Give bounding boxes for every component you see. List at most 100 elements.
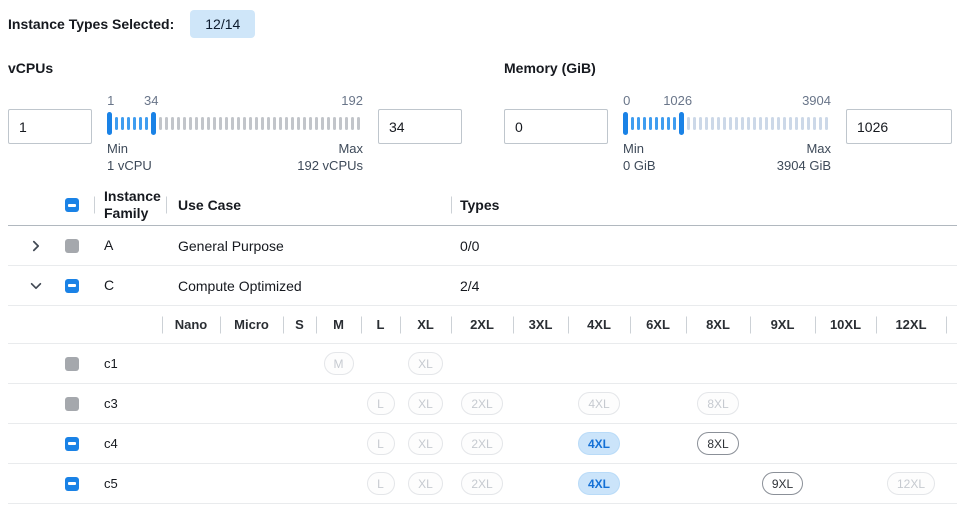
instance-checkbox-c3[interactable] [65,396,79,411]
size-pill-4xl[interactable]: 4XL [578,392,620,415]
size-column-header-m: M [316,306,361,343]
size-pill-xl[interactable]: XL [408,392,443,415]
size-pill-xl[interactable]: XL [408,472,443,495]
size-pill-8xl[interactable]: 8XL [697,432,739,455]
family-use-case: Compute Optimized [178,277,302,294]
size-pill-4xl[interactable]: 4XL [577,432,620,455]
size-column-header-2xl: 2XL [451,306,513,343]
slider-tick [643,116,646,130]
filters-section: vCPUs 1 34 192 Min 1 vCPU [8,60,957,174]
slider-tick [183,116,186,130]
vcpu-filter-title: vCPUs [8,60,54,76]
family-name: A [104,237,114,253]
column-header-instance-family: Instance Family [94,185,166,225]
slider-tick [747,116,750,130]
slider-tick [637,116,640,130]
slider-tick [631,116,634,130]
size-pill-2xl[interactable]: 2XL [461,472,503,495]
column-header-use-case: Use Case [166,185,451,225]
instance-row-c3: c3 L XL 2XL 4XL 8XL [8,384,957,424]
memory-min-detail: 0 GiB [623,158,656,173]
slider-tick [783,116,786,130]
size-pill-m[interactable]: M [323,352,354,375]
memory-max-input[interactable] [846,109,952,144]
slider-tick [699,116,702,130]
slider-tick [127,116,130,130]
instance-checkbox-c4[interactable] [65,436,79,451]
slider-tick [789,116,792,130]
slider-handle[interactable] [151,111,156,135]
size-column-header-l: L [361,306,400,343]
memory-max-label: Max [806,141,831,156]
slider-handle[interactable] [679,111,684,135]
slider-tick [213,116,216,130]
instance-checkbox-c1[interactable] [65,356,79,371]
slider-handle[interactable] [623,111,628,135]
size-pill-8xl[interactable]: 8XL [697,392,739,415]
size-pill-xl[interactable]: XL [408,432,443,455]
vcpu-max-detail: 192 vCPUs [297,158,363,173]
select-all-checkbox[interactable] [65,198,79,212]
slider-tick [333,116,336,130]
size-pill-xl[interactable]: XL [408,352,443,375]
memory-slider-track[interactable] [623,111,831,135]
size-pill-l[interactable]: L [366,392,395,415]
vcpu-min-input[interactable] [8,109,92,144]
family-checkbox-a[interactable] [65,238,79,253]
expand-toggle-c[interactable] [8,266,52,305]
slider-tick [249,116,252,130]
slider-tick [267,116,270,130]
vcpu-max-input[interactable] [378,109,462,144]
selected-count-label: Instance Types Selected: [8,16,175,32]
slider-tick [339,116,342,130]
memory-scale-low: 0 [623,93,631,108]
instance-family-table: Instance Family Use Case Types A General … [8,185,957,504]
size-pill-l[interactable]: L [366,432,395,455]
memory-min-label: Min [623,141,644,156]
size-pill-9xl[interactable]: 9XL [761,472,804,495]
selected-count-badge: 12/14 [190,10,256,38]
memory-range-slider[interactable]: 0 1026 3904 Min 0 GiB Max 3904 GiB [623,90,831,174]
instance-checkbox-c5[interactable] [65,476,79,491]
slider-tick [159,116,162,130]
size-column-header-6xl: 6XL [630,306,686,343]
slider-tick [649,116,652,130]
slider-handle[interactable] [107,111,112,135]
slider-tick [717,116,720,130]
vcpu-range-slider[interactable]: 1 34 192 Min 1 vCPU Max 192 vCPUs [107,90,363,174]
size-pill-12xl[interactable]: 12XL [886,472,936,495]
slider-tick [357,116,360,130]
instance-name: c1 [104,356,118,371]
slider-tick [303,116,306,130]
slider-tick [819,116,822,130]
vcpu-minmax-labels: Min 1 vCPU Max 192 vCPUs [107,140,363,174]
size-pill-4xl[interactable]: 4XL [577,472,620,495]
vcpu-filter: vCPUs 1 34 192 Min 1 vCPU [8,60,462,174]
memory-min-input[interactable] [504,109,608,144]
size-pill-2xl[interactable]: 2XL [461,392,503,415]
slider-tick [795,116,798,130]
slider-tick [771,116,774,130]
slider-tick [807,116,810,130]
expand-toggle-a[interactable] [8,226,52,265]
slider-tick [189,116,192,130]
vcpu-scale-high: 34 [143,93,159,108]
slider-tick [243,116,246,130]
instance-row-c4: c4 L XL 2XL 4XL 8XL [8,424,957,464]
vcpu-slider-track[interactable] [107,111,363,135]
table-body: A General Purpose 0/0 C Compute Optimized 2/4… [8,226,957,504]
slider-tick [195,116,198,130]
size-pill-2xl[interactable]: 2XL [461,432,503,455]
family-name: C [104,277,115,293]
slider-tick [225,116,228,130]
selection-summary: Instance Types Selected: 12/14 [8,8,957,40]
family-types-count: 2/4 [460,277,480,294]
slider-tick [315,116,318,130]
size-column-header-4xl: 4XL [568,306,630,343]
size-column-header-xl: XL [400,306,451,343]
slider-tick [231,116,234,130]
size-pill-l[interactable]: L [366,472,395,495]
slider-tick [297,116,300,130]
family-checkbox-c[interactable] [65,278,79,293]
slider-tick [261,116,264,130]
